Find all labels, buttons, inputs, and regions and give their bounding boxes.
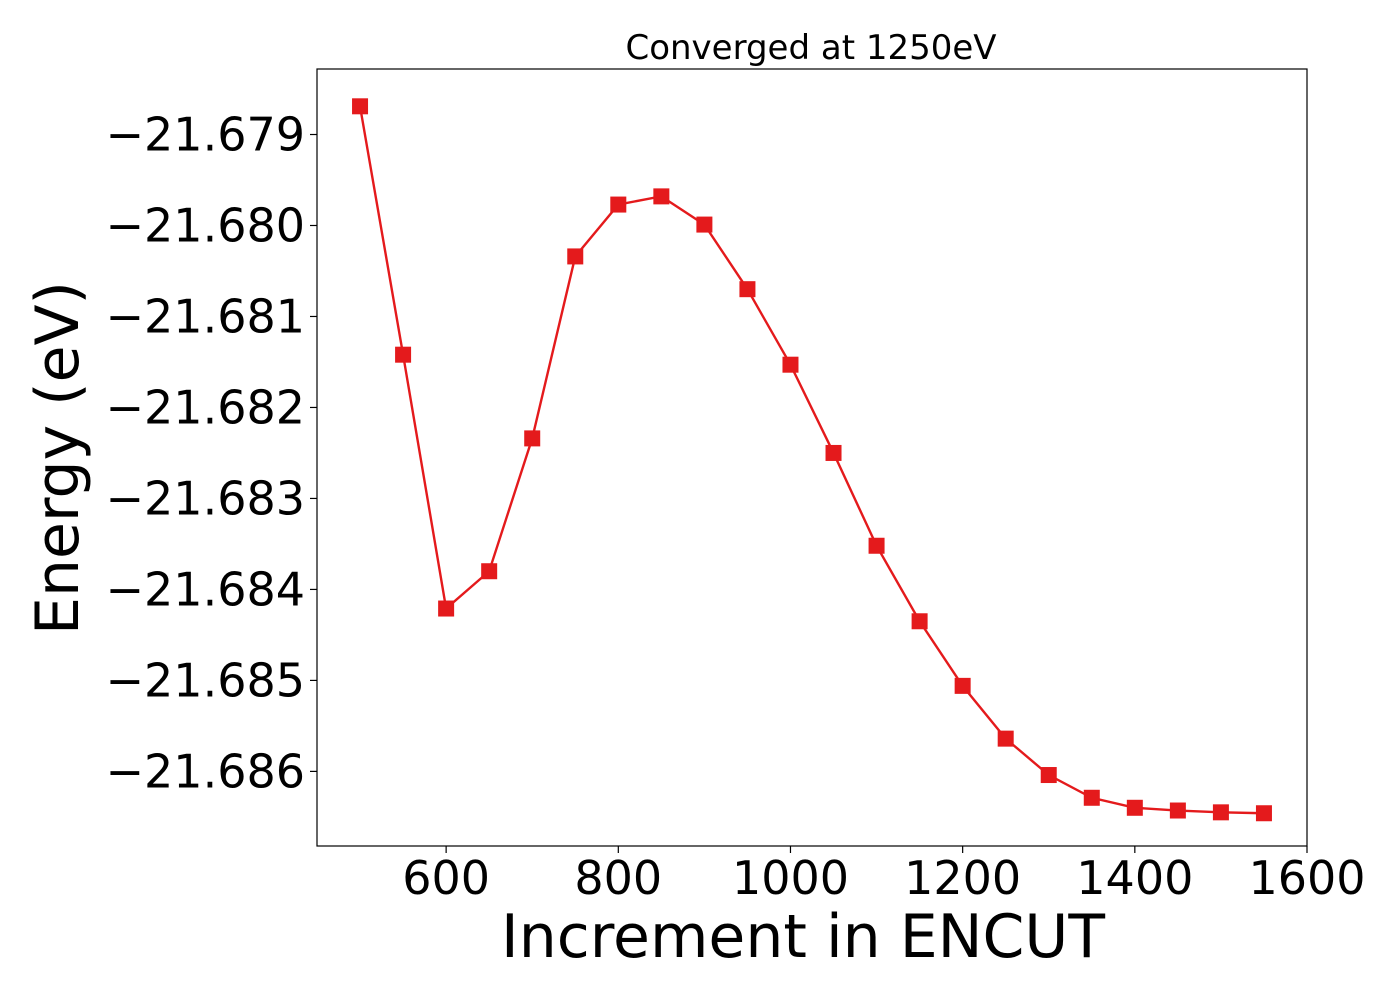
data-point-marker (1169, 802, 1186, 819)
series-line (358, 106, 1264, 815)
y-tick-label: −21.686 (106, 744, 306, 798)
plot-area-frame (316, 68, 1308, 847)
data-point-marker (352, 98, 369, 115)
data-point-marker (438, 600, 455, 617)
data-point-marker (481, 563, 498, 580)
y-tick-label: −21.679 (106, 108, 306, 162)
x-tick-label: 1000 (732, 851, 849, 905)
data-point-marker (782, 356, 799, 373)
y-axis-label: Energy (eV) (23, 281, 93, 635)
data-point-marker (825, 444, 842, 461)
x-tick-label: 1200 (904, 851, 1021, 905)
data-point-marker (911, 613, 928, 630)
data-point-marker (739, 281, 756, 298)
data-point-marker (524, 430, 541, 447)
x-tick-label: 800 (574, 851, 662, 905)
y-tick-label: −21.684 (106, 562, 306, 616)
data-point-marker (1083, 789, 1100, 806)
data-point-marker (696, 216, 713, 233)
data-point-marker (1255, 805, 1272, 822)
x-tick-label: 600 (402, 851, 490, 905)
y-tick-label: −21.681 (106, 289, 306, 343)
chart-title: Converged at 1250eV (625, 28, 996, 68)
x-tick-label: 1400 (1076, 851, 1193, 905)
data-point-marker (954, 677, 971, 694)
data-point-marker (1040, 767, 1057, 784)
y-tick-label: −21.683 (106, 471, 306, 525)
y-axis: −21.679 −21.680 −21.681 −21.682 −21.683 −21.6… (106, 108, 317, 798)
x-axis-label: Increment in ENCUT (501, 902, 1105, 972)
x-tick-label: 1600 (1248, 851, 1365, 905)
y-tick-label: −21.680 (106, 198, 306, 252)
y-tick-label: −21.682 (106, 380, 306, 434)
series-layer (352, 98, 1272, 822)
data-point-marker (1212, 804, 1229, 821)
data-point-marker (610, 196, 627, 213)
data-point-marker (395, 346, 412, 363)
data-point-marker (868, 537, 885, 554)
data-point-marker (997, 730, 1014, 747)
data-point-marker (653, 188, 670, 205)
x-axis: 600 800 1000 1200 1400 1600 (402, 846, 1366, 905)
y-tick-label: −21.685 (106, 653, 306, 707)
data-point-marker (1126, 799, 1143, 816)
data-point-marker (567, 248, 584, 265)
